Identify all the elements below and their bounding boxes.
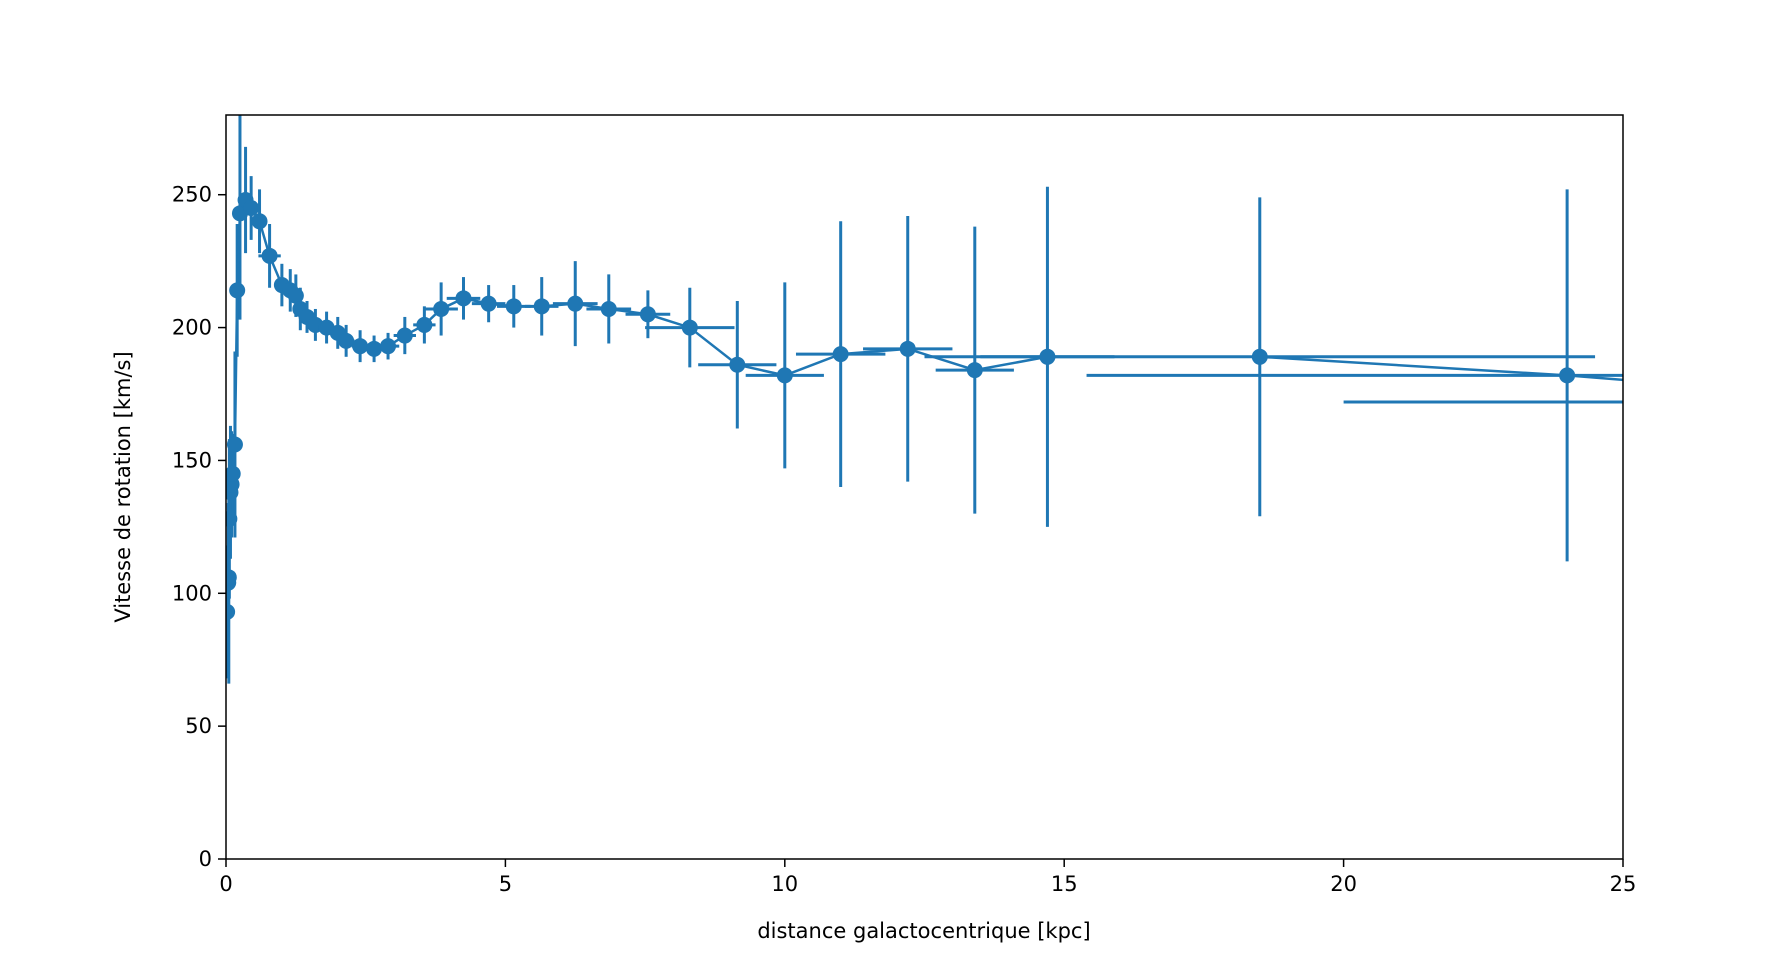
x-tick-label: 20 bbox=[1330, 872, 1357, 896]
data-point bbox=[899, 340, 916, 357]
data-point bbox=[1251, 348, 1268, 365]
data-point bbox=[567, 295, 584, 312]
x-tick-label: 10 bbox=[771, 872, 798, 896]
data-point bbox=[433, 300, 450, 317]
data-point bbox=[226, 510, 238, 527]
data-point bbox=[455, 290, 472, 307]
data-point bbox=[533, 298, 550, 315]
data-point bbox=[226, 436, 243, 453]
data-point bbox=[729, 356, 746, 373]
axes-frame bbox=[225, 114, 1624, 860]
data-point bbox=[380, 338, 397, 355]
data-point bbox=[639, 306, 656, 323]
data-point bbox=[226, 465, 241, 482]
y-tick-label: 50 bbox=[185, 714, 212, 738]
data-point bbox=[1039, 348, 1056, 365]
series-line bbox=[226, 197, 1623, 612]
data-point bbox=[338, 332, 355, 349]
data-point bbox=[505, 298, 522, 315]
data-point bbox=[251, 213, 268, 230]
data-point bbox=[352, 338, 369, 355]
data-point bbox=[600, 300, 617, 317]
x-tick-label: 25 bbox=[1610, 872, 1637, 896]
y-tick-label: 200 bbox=[172, 316, 212, 340]
data-point bbox=[226, 569, 237, 586]
y-axis-label: Vitesse de rotation [km/s] bbox=[111, 351, 135, 622]
data-point bbox=[832, 346, 849, 363]
data-point bbox=[287, 287, 304, 304]
x-tick-label: 15 bbox=[1051, 872, 1078, 896]
x-tick-label: 0 bbox=[219, 872, 232, 896]
y-tick-label: 150 bbox=[172, 448, 212, 472]
data-point bbox=[226, 603, 236, 620]
y-tick-label: 250 bbox=[172, 183, 212, 207]
data-point bbox=[261, 247, 278, 264]
data-point bbox=[416, 316, 433, 333]
data-point bbox=[366, 340, 383, 357]
data-point bbox=[776, 367, 793, 384]
data-point bbox=[966, 362, 983, 379]
data-point bbox=[396, 327, 413, 344]
data-point bbox=[243, 200, 260, 216]
data-point bbox=[480, 295, 497, 312]
x-axis-label: distance galactocentrique [kpc] bbox=[757, 919, 1090, 943]
x-tick-label: 5 bbox=[499, 872, 512, 896]
data-point bbox=[1559, 367, 1576, 384]
data-point bbox=[681, 319, 698, 336]
data-point bbox=[229, 282, 246, 299]
y-tick-label: 0 bbox=[199, 847, 212, 871]
y-tick-label: 100 bbox=[172, 581, 212, 605]
plot-area bbox=[226, 115, 1623, 684]
